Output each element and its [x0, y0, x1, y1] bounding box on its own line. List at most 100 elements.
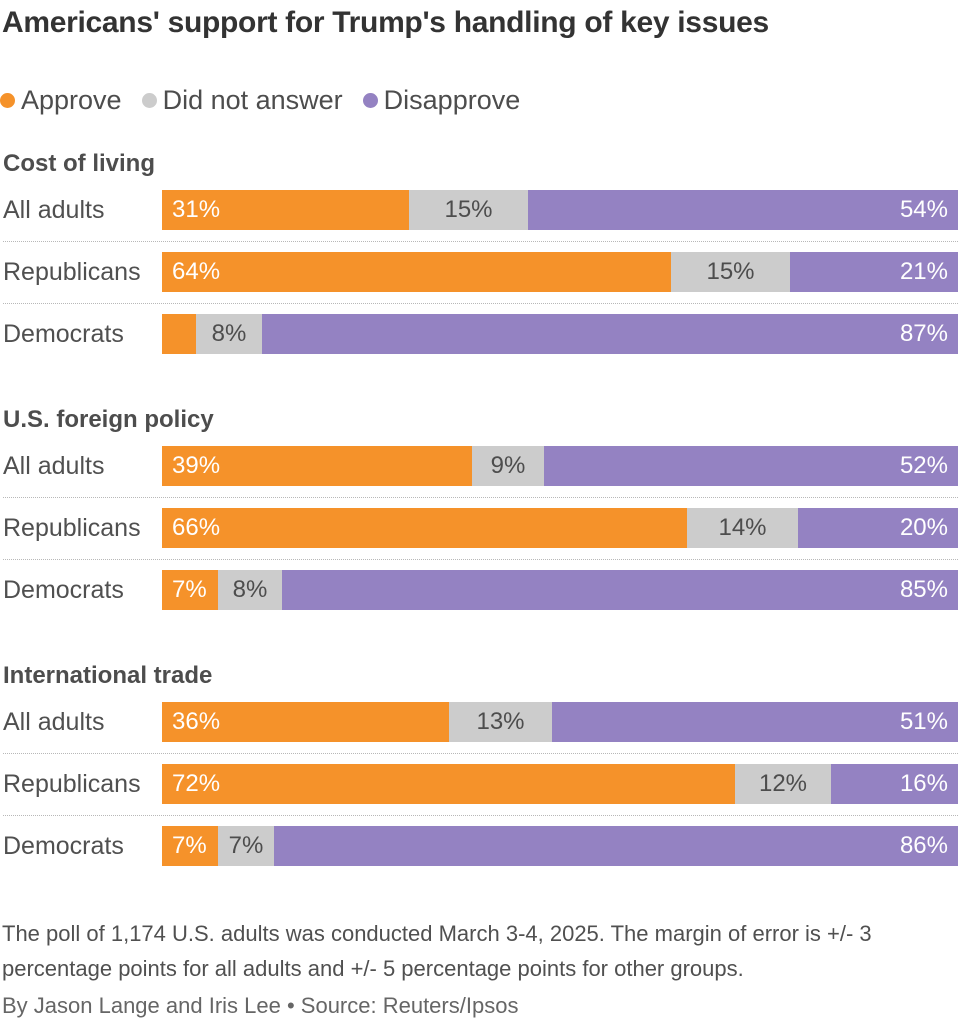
data-label-approve: 66%: [172, 514, 221, 541]
bar-row: All adults 39% 9% 52%: [0, 446, 960, 486]
bar-row: Democrats 7% 7% 86%: [0, 826, 960, 866]
bar-segment-approve: 64%: [162, 252, 671, 292]
bar-row: Republicans 66% 14% 20%: [0, 508, 960, 548]
issue-group: Cost of living All adults 31% 15% 54% Republi…: [0, 150, 960, 360]
row-label: Republicans: [3, 514, 141, 542]
bar-segment-did-not-answer: 8%: [218, 570, 282, 610]
data-label-approve: 36%: [172, 708, 221, 735]
issue-title: Cost of living: [3, 150, 155, 177]
legend-label-disapprove: Disapprove: [383, 84, 521, 115]
bar-segment-disapprove: 16%: [831, 764, 958, 804]
stacked-bar: 39% 9% 52%: [162, 446, 958, 486]
data-label-did-not-answer: 9%: [490, 452, 526, 479]
bar-segment-disapprove: 86%: [274, 826, 958, 866]
byline: By Jason Lange and Iris Lee • Source: Re…: [2, 993, 519, 1018]
bar-segment-approve: 31%: [162, 190, 409, 230]
legend: Approve Did not answer Disapprove: [0, 83, 540, 117]
bar-segment-disapprove: 21%: [790, 252, 958, 292]
data-label-disapprove: 52%: [899, 452, 948, 479]
data-label-approve: 39%: [172, 452, 221, 479]
data-label-did-not-answer: 7%: [228, 832, 264, 859]
row-label: Republicans: [3, 770, 141, 798]
bar-segment-did-not-answer: 15%: [671, 252, 790, 292]
bar-segment-approve: 39%: [162, 446, 472, 486]
data-label-disapprove: 85%: [899, 576, 948, 603]
stacked-bar: 36% 13% 51%: [162, 702, 958, 742]
bar-segment-did-not-answer: 13%: [449, 702, 552, 742]
bar-segment-did-not-answer: 14%: [687, 508, 798, 548]
data-label-approve: 7%: [172, 832, 207, 859]
bar-row: Democrats 7% 8% 85%: [0, 570, 960, 610]
bar-segment-disapprove: 52%: [544, 446, 958, 486]
bar-segment-did-not-answer: 9%: [472, 446, 544, 486]
bar-segment-approve: [162, 314, 196, 354]
row-divider: [3, 303, 958, 304]
bar-segment-disapprove: 51%: [552, 702, 958, 742]
bar-segment-disapprove: 54%: [528, 190, 958, 230]
row-label: All adults: [3, 708, 105, 736]
bar-segment-did-not-answer: 7%: [218, 826, 274, 866]
data-label-did-not-answer: 8%: [211, 320, 247, 347]
row-label: Democrats: [3, 576, 124, 604]
stacked-bar: 66% 14% 20%: [162, 508, 958, 548]
data-label-disapprove: 54%: [899, 196, 948, 223]
issue-title: U.S. foreign policy: [3, 406, 214, 433]
data-label-disapprove: 86%: [899, 832, 948, 859]
row-label: All adults: [3, 452, 105, 480]
data-label-disapprove: 87%: [899, 320, 948, 347]
bar-segment-did-not-answer: 12%: [735, 764, 831, 804]
bar-segment-did-not-answer: 15%: [409, 190, 528, 230]
issue-group: U.S. foreign policy All adults 39% 9% 52% Rep…: [0, 406, 960, 616]
data-label-approve: 31%: [172, 196, 221, 223]
data-label-did-not-answer: 15%: [444, 196, 493, 223]
data-label-did-not-answer: 8%: [232, 576, 268, 603]
bar-segment-approve: 36%: [162, 702, 449, 742]
stacked-bar: 7% 8% 85%: [162, 570, 958, 610]
data-label-disapprove: 16%: [899, 770, 948, 797]
bar-row: Democrats 8% 87%: [0, 314, 960, 354]
legend-dot-approve: [0, 92, 15, 108]
bar-segment-disapprove: 85%: [282, 570, 958, 610]
data-label-disapprove: 21%: [899, 258, 948, 285]
bar-row: All adults 31% 15% 54%: [0, 190, 960, 230]
data-label-did-not-answer: 15%: [706, 258, 755, 285]
legend-item-did-not-answer: Did not answer: [141, 84, 343, 116]
row-divider: [3, 815, 958, 816]
row-label: Democrats: [3, 320, 124, 348]
row-divider: [3, 497, 958, 498]
bar-segment-approve: 72%: [162, 764, 735, 804]
row-divider: [3, 559, 958, 560]
stacked-bar: 31% 15% 54%: [162, 190, 958, 230]
stacked-bar: 8% 87%: [162, 314, 958, 354]
legend-label-approve: Approve: [21, 84, 122, 115]
issue-group: International trade All adults 36% 13% 51% Re…: [0, 662, 960, 872]
data-label-approve: 64%: [172, 258, 221, 285]
data-label-did-not-answer: 14%: [718, 514, 767, 541]
legend-label-did-not-answer: Did not answer: [162, 84, 343, 115]
legend-dot-disapprove: [362, 92, 378, 108]
bar-row: Republicans 64% 15% 21%: [0, 252, 960, 292]
row-divider: [3, 241, 958, 242]
stacked-bar: 64% 15% 21%: [162, 252, 958, 292]
stacked-bar: 7% 7% 86%: [162, 826, 958, 866]
footnote: The poll of 1,174 U.S. adults was conduc…: [2, 921, 872, 981]
data-label-approve: 7%: [172, 576, 207, 603]
bar-segment-disapprove: 20%: [798, 508, 958, 548]
legend-dot-did-not-answer: [141, 92, 157, 108]
bar-row: Republicans 72% 12% 16%: [0, 764, 960, 804]
bar-segment-approve: 7%: [162, 570, 218, 610]
data-label-did-not-answer: 13%: [476, 708, 525, 735]
bar-segment-approve: 7%: [162, 826, 218, 866]
bar-segment-approve: 66%: [162, 508, 687, 548]
issue-title: International trade: [3, 662, 213, 689]
data-label-disapprove: 51%: [899, 708, 948, 735]
bar-segment-did-not-answer: 8%: [196, 314, 262, 354]
legend-item-disapprove: Disapprove: [362, 84, 521, 116]
bar-row: All adults 36% 13% 51%: [0, 702, 960, 742]
data-label-did-not-answer: 12%: [758, 770, 808, 797]
data-label-disapprove: 20%: [899, 514, 948, 541]
bar-segment-disapprove: 87%: [262, 314, 958, 354]
row-label: All adults: [3, 196, 105, 224]
row-divider: [3, 753, 958, 754]
legend-item-approve: Approve: [0, 85, 122, 116]
